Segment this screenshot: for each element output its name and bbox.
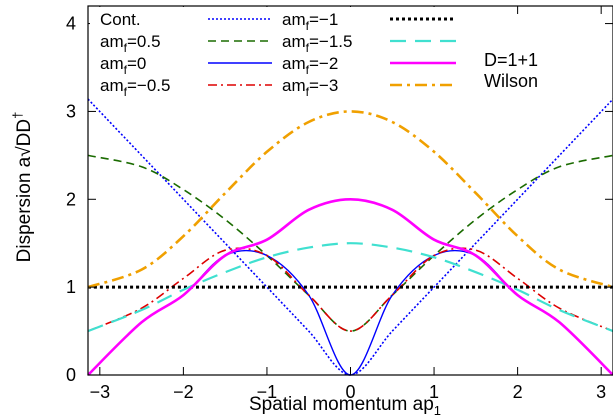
y-tick-label: 1 [66,277,76,297]
y-tick-label: 3 [66,101,76,121]
annotation: D=1+1 Wilson [484,50,538,91]
annotation-fermion: Wilson [484,71,538,91]
legend-label-sub: f [124,63,128,77]
legend-label-7: amf=−3 [282,76,338,99]
legend-label-0: Cont. [100,10,141,29]
x-axis-title: Spatial momentum ap1 [249,394,441,416]
x-tick-label: 1 [429,382,439,402]
legend-label-main: am [282,32,306,51]
legend-label-sub: f [124,85,128,99]
legend-label-sub: f [306,41,310,55]
legend-label-main: Cont. [100,10,141,29]
legend-label-5: amf=−1.5 [282,32,352,55]
legend-label-6: amf=−2 [282,54,338,77]
legend-label-main: am [282,54,306,73]
legend: Cont.amf=0.5amf=0amf=−0.5amf=−1amf=−1.5a… [90,7,462,101]
series-layer [87,98,613,376]
legend-label-main: am [100,76,124,95]
legend-label-sub: f [306,85,310,99]
legend-label-main: am [100,32,124,51]
x-axis-title-main: Spatial momentum ap [249,394,434,415]
legend-label-3: amf=−0.5 [100,76,170,99]
series-line-5 [87,242,613,333]
series-line-0 [87,98,613,376]
legend-label-4: amf=−1 [282,10,338,33]
legend-label-sub: f [306,63,310,77]
axes-layer: −3 −2 −1 0 1 2 3 0 1 2 3 4 [66,5,613,402]
legend-label-tail: =−3 [309,76,338,95]
legend-label-tail: =−2 [309,54,338,73]
legend-label-tail: =−0.5 [127,76,171,95]
legend-label-tail: =0 [127,54,146,73]
y-tick-label: 2 [66,189,76,209]
legend-label-2: amf=0 [100,54,146,77]
y-tick-label: 4 [66,14,76,34]
y-axis-title-sup: † [10,112,25,119]
x-tick-label: −3 [90,382,111,402]
series-line-3 [87,247,613,332]
legend-label-tail: =−1 [309,10,338,29]
series-line-2 [87,249,613,376]
x-tick-label: 0 [345,382,355,402]
legend-label-sub: f [306,19,310,33]
legend-label-tail: =0.5 [127,32,161,51]
annotation-dimension: D=1+1 [484,50,538,70]
legend-label-1: amf=0.5 [100,32,161,55]
series-line-7 [87,110,613,289]
x-tick-label: 2 [513,382,523,402]
legend-label-sub: f [124,41,128,55]
y-tick-label: 0 [66,365,76,385]
legend-label-main: am [282,76,306,95]
y-axis-title: Dispersion a√DD† [10,112,35,263]
legend-label-main: am [100,54,124,73]
legend-label-main: am [282,10,306,29]
x-axis-title-sub: 1 [434,403,441,416]
x-tick-label: −2 [173,382,194,402]
series-line-6 [87,197,613,376]
y-axis-title-main: Dispersion a√DD [14,119,35,262]
x-tick-label: 3 [596,382,606,402]
x-tick-label: −1 [257,382,278,402]
legend-label-tail: =−1.5 [309,32,353,51]
